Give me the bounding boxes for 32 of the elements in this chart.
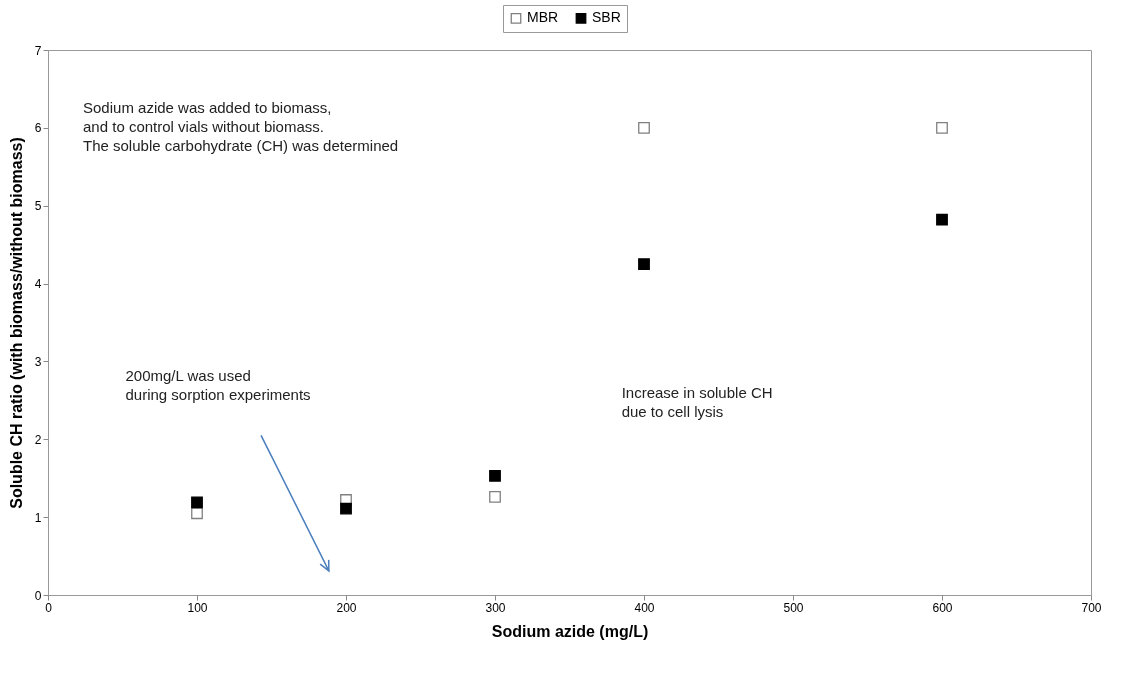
point bbox=[638, 258, 650, 270]
point bbox=[191, 507, 203, 520]
x-tick-label: 400 bbox=[634, 600, 655, 615]
y-tick-label: 5 bbox=[34, 199, 42, 214]
annotation: Sodium azide was added to biomass, and to control vials without biomass. The soluble carbohydrate (CH) was determined bbox=[83, 98, 399, 154]
point bbox=[340, 502, 352, 515]
x-axis-title: Sodium azide (mg/L) bbox=[491, 622, 649, 640]
legend-label: MBR bbox=[527, 9, 559, 26]
legend-label: SBR bbox=[592, 9, 621, 26]
y-tick-label: 7 bbox=[34, 43, 42, 58]
point bbox=[936, 121, 948, 134]
point bbox=[489, 491, 501, 503]
point bbox=[936, 213, 948, 226]
y-tick-label: 3 bbox=[34, 354, 42, 369]
x-tick-label: 600 bbox=[932, 600, 953, 615]
y-tick-label: 1 bbox=[34, 510, 42, 525]
x-tick-label: 0 bbox=[45, 600, 53, 615]
x-tick-label: 700 bbox=[1081, 600, 1102, 615]
point bbox=[191, 496, 203, 509]
annotation: Increase in soluble CH due to cell lysis bbox=[621, 384, 773, 421]
y-tick-label: 2 bbox=[34, 432, 42, 447]
y-tick-label: 6 bbox=[34, 121, 42, 136]
x-tick-label: 300 bbox=[485, 600, 506, 615]
y-tick-label: 0 bbox=[34, 588, 42, 603]
point bbox=[638, 121, 650, 134]
x-tick-label: 500 bbox=[783, 600, 804, 615]
y-tick-label: 4 bbox=[34, 277, 42, 292]
x-tick-label: 100 bbox=[187, 600, 208, 615]
y-axis-title: Soluble CH ratio (with biomass/without biomass) bbox=[7, 137, 25, 509]
point bbox=[489, 469, 501, 482]
x-tick-label: 200 bbox=[336, 600, 357, 615]
annotation: 200mg/L was used during sorption experiments bbox=[125, 367, 311, 404]
